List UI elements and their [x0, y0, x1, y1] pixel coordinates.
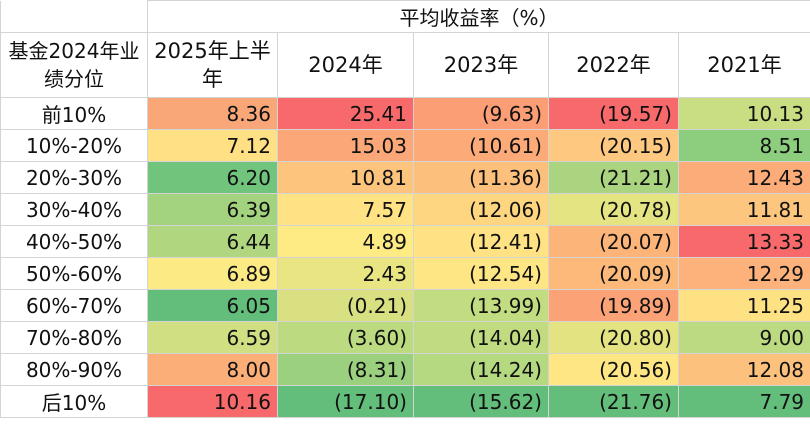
value-cell: (9.63)	[413, 97, 549, 130]
value-cell: 6.20	[147, 161, 278, 194]
table-title: 平均收益率（%）	[146, 0, 810, 33]
value-cell: (20.80)	[548, 321, 679, 354]
table-row: 前10% 8.36 25.41 (9.63) (19.57) 10.13	[0, 97, 810, 130]
row-label: 40%-50%	[0, 225, 148, 258]
value-cell: (20.07)	[548, 225, 679, 258]
value-cell: (12.41)	[413, 225, 549, 258]
value-cell: (21.76)	[548, 385, 679, 418]
table-row: 60%-70% 6.05 (0.21) (13.99) (19.89) 11.25	[0, 289, 810, 322]
value-cell: 25.41	[277, 97, 414, 130]
value-cell: 7.79	[677, 385, 810, 418]
value-cell: (21.21)	[548, 161, 679, 194]
column-header-2021: 2021年	[677, 32, 810, 98]
value-cell: (20.56)	[548, 353, 679, 386]
table-row: 30%-40% 6.39 7.57 (12.06) (20.78) 11.81	[0, 193, 810, 226]
value-cell: 12.29	[677, 257, 810, 290]
value-cell: 6.59	[147, 321, 278, 354]
value-cell: 10.16	[147, 385, 278, 418]
value-cell: (14.04)	[413, 321, 549, 354]
value-cell: 8.00	[147, 353, 278, 386]
table-row: 20%-30% 6.20 10.81 (11.36) (21.21) 12.43	[0, 161, 810, 194]
value-cell: (20.09)	[548, 257, 679, 290]
value-cell: (15.62)	[413, 385, 549, 418]
value-cell: 6.05	[147, 289, 278, 322]
value-cell: 7.12	[147, 129, 278, 162]
column-header-2022: 2022年	[548, 32, 679, 98]
value-cell: (17.10)	[277, 385, 414, 418]
row-label: 50%-60%	[0, 257, 148, 290]
value-cell: (3.60)	[277, 321, 414, 354]
value-cell: 12.43	[677, 161, 810, 194]
value-cell: 8.36	[147, 97, 278, 130]
value-cell: (13.99)	[413, 289, 549, 322]
value-cell: 12.08	[677, 353, 810, 386]
row-header-label: 基金2024年业绩分位	[0, 32, 148, 98]
header-row: 基金2024年业绩分位 2025年上半年 2024年 2023年 2022年 2…	[0, 32, 810, 98]
value-cell: 11.25	[677, 289, 810, 322]
value-cell: (11.36)	[413, 161, 549, 194]
value-cell: (12.06)	[413, 193, 549, 226]
value-cell: 9.00	[677, 321, 810, 354]
value-cell: 10.81	[277, 161, 414, 194]
row-label: 60%-70%	[0, 289, 148, 322]
row-label: 30%-40%	[0, 193, 148, 226]
row-label: 10%-20%	[0, 129, 148, 162]
value-cell: 15.03	[277, 129, 414, 162]
column-header-2023: 2023年	[413, 32, 549, 98]
value-cell: 11.81	[677, 193, 810, 226]
table-row: 50%-60% 6.89 2.43 (12.54) (20.09) 12.29	[0, 257, 810, 290]
table-row: 后10% 10.16 (17.10) (15.62) (21.76) 7.79	[0, 385, 810, 418]
value-cell: 6.39	[147, 193, 278, 226]
value-cell: 10.13	[677, 97, 810, 130]
value-cell: 8.51	[677, 129, 810, 162]
value-cell: 13.33	[677, 225, 810, 258]
table-row: 10%-20% 7.12 15.03 (10.61) (20.15) 8.51	[0, 129, 810, 162]
value-cell: (20.78)	[548, 193, 679, 226]
row-label: 前10%	[0, 97, 148, 130]
value-cell: (0.21)	[277, 289, 414, 322]
value-cell: (12.54)	[413, 257, 549, 290]
table-row: 80%-90% 8.00 (8.31) (14.24) (20.56) 12.08	[0, 353, 810, 386]
value-cell: (19.57)	[548, 97, 679, 130]
row-label: 80%-90%	[0, 353, 148, 386]
value-cell: 2.43	[277, 257, 414, 290]
value-cell: 6.44	[147, 225, 278, 258]
value-cell: (8.31)	[277, 353, 414, 386]
value-cell: (14.24)	[413, 353, 549, 386]
row-label: 后10%	[0, 385, 148, 418]
value-cell: 6.89	[147, 257, 278, 290]
value-cell: (10.61)	[413, 129, 549, 162]
value-cell: 7.57	[277, 193, 414, 226]
value-cell: (20.15)	[548, 129, 679, 162]
row-label: 70%-80%	[0, 321, 148, 354]
value-cell: 4.89	[277, 225, 414, 258]
value-cell: (19.89)	[548, 289, 679, 322]
column-header-2024: 2024年	[277, 32, 414, 98]
row-label: 20%-30%	[0, 161, 148, 194]
table-row: 40%-50% 6.44 4.89 (12.41) (20.07) 13.33	[0, 225, 810, 258]
column-header-2025h1: 2025年上半年	[147, 32, 278, 98]
title-row: 平均收益率（%）	[0, 0, 810, 33]
table-row: 70%-80% 6.59 (3.60) (14.04) (20.80) 9.00	[0, 321, 810, 354]
